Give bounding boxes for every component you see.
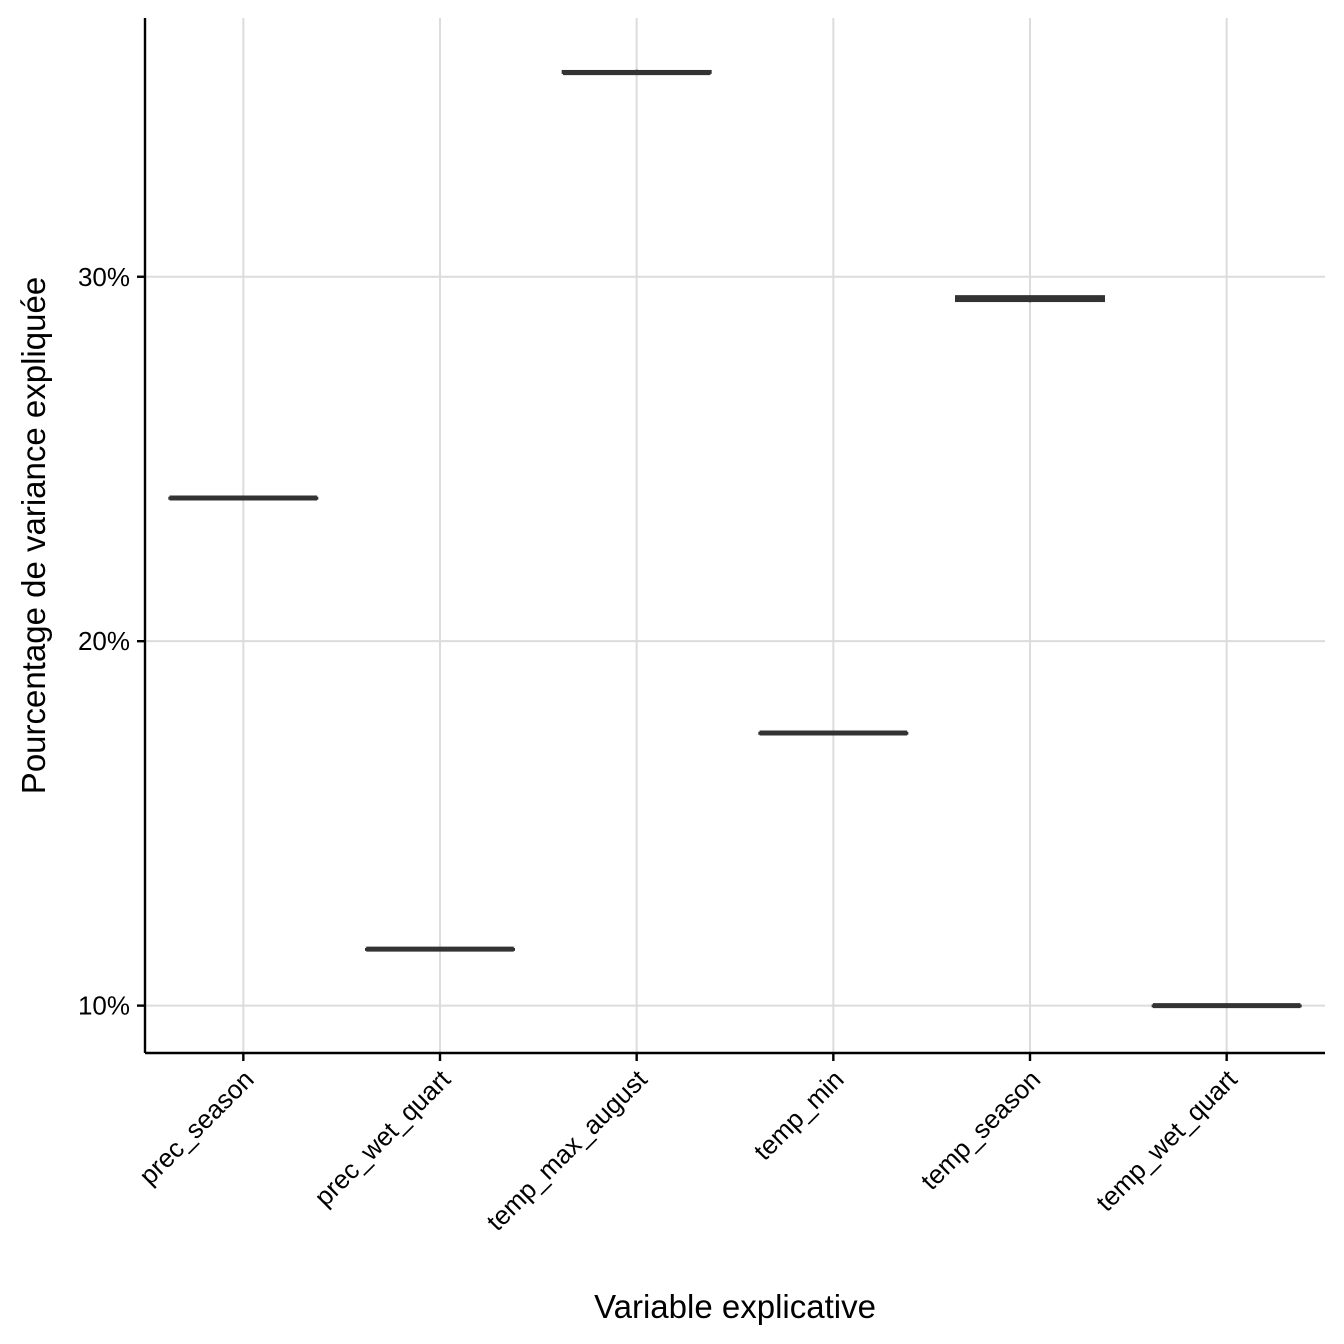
box-temp_min xyxy=(758,730,909,736)
x-tick-label: temp_min xyxy=(748,1064,850,1166)
box-temp_season xyxy=(955,295,1105,303)
box-temp_wet_quart xyxy=(1151,1003,1302,1009)
boxes-layer xyxy=(168,69,1302,1009)
grid-layer xyxy=(145,18,1325,1053)
x-tick-label: prec_season xyxy=(133,1064,259,1190)
x-tick-label: temp_max_august xyxy=(480,1063,653,1236)
x-tick-label: temp_season xyxy=(915,1064,1047,1196)
box-temp_max_august xyxy=(561,69,712,76)
box-prec_wet_quart xyxy=(365,946,515,952)
y-tick-label: 30% xyxy=(78,262,130,292)
axes-layer xyxy=(143,18,1325,1055)
ticks-layer: 10%20%30%prec_season prec_wet_quart temp_m… xyxy=(78,262,1243,1237)
x-axis-title: Variable explicative xyxy=(594,1288,876,1325)
x-tick-label: prec_wet_quart xyxy=(308,1063,456,1211)
y-tick-label: 20% xyxy=(78,626,130,656)
box-prec_season xyxy=(168,495,319,501)
y-axis-title: Pourcentage de variance expliquée xyxy=(15,277,52,794)
y-tick-label: 10% xyxy=(78,991,130,1021)
x-tick-label: temp_wet_quart xyxy=(1090,1063,1244,1217)
